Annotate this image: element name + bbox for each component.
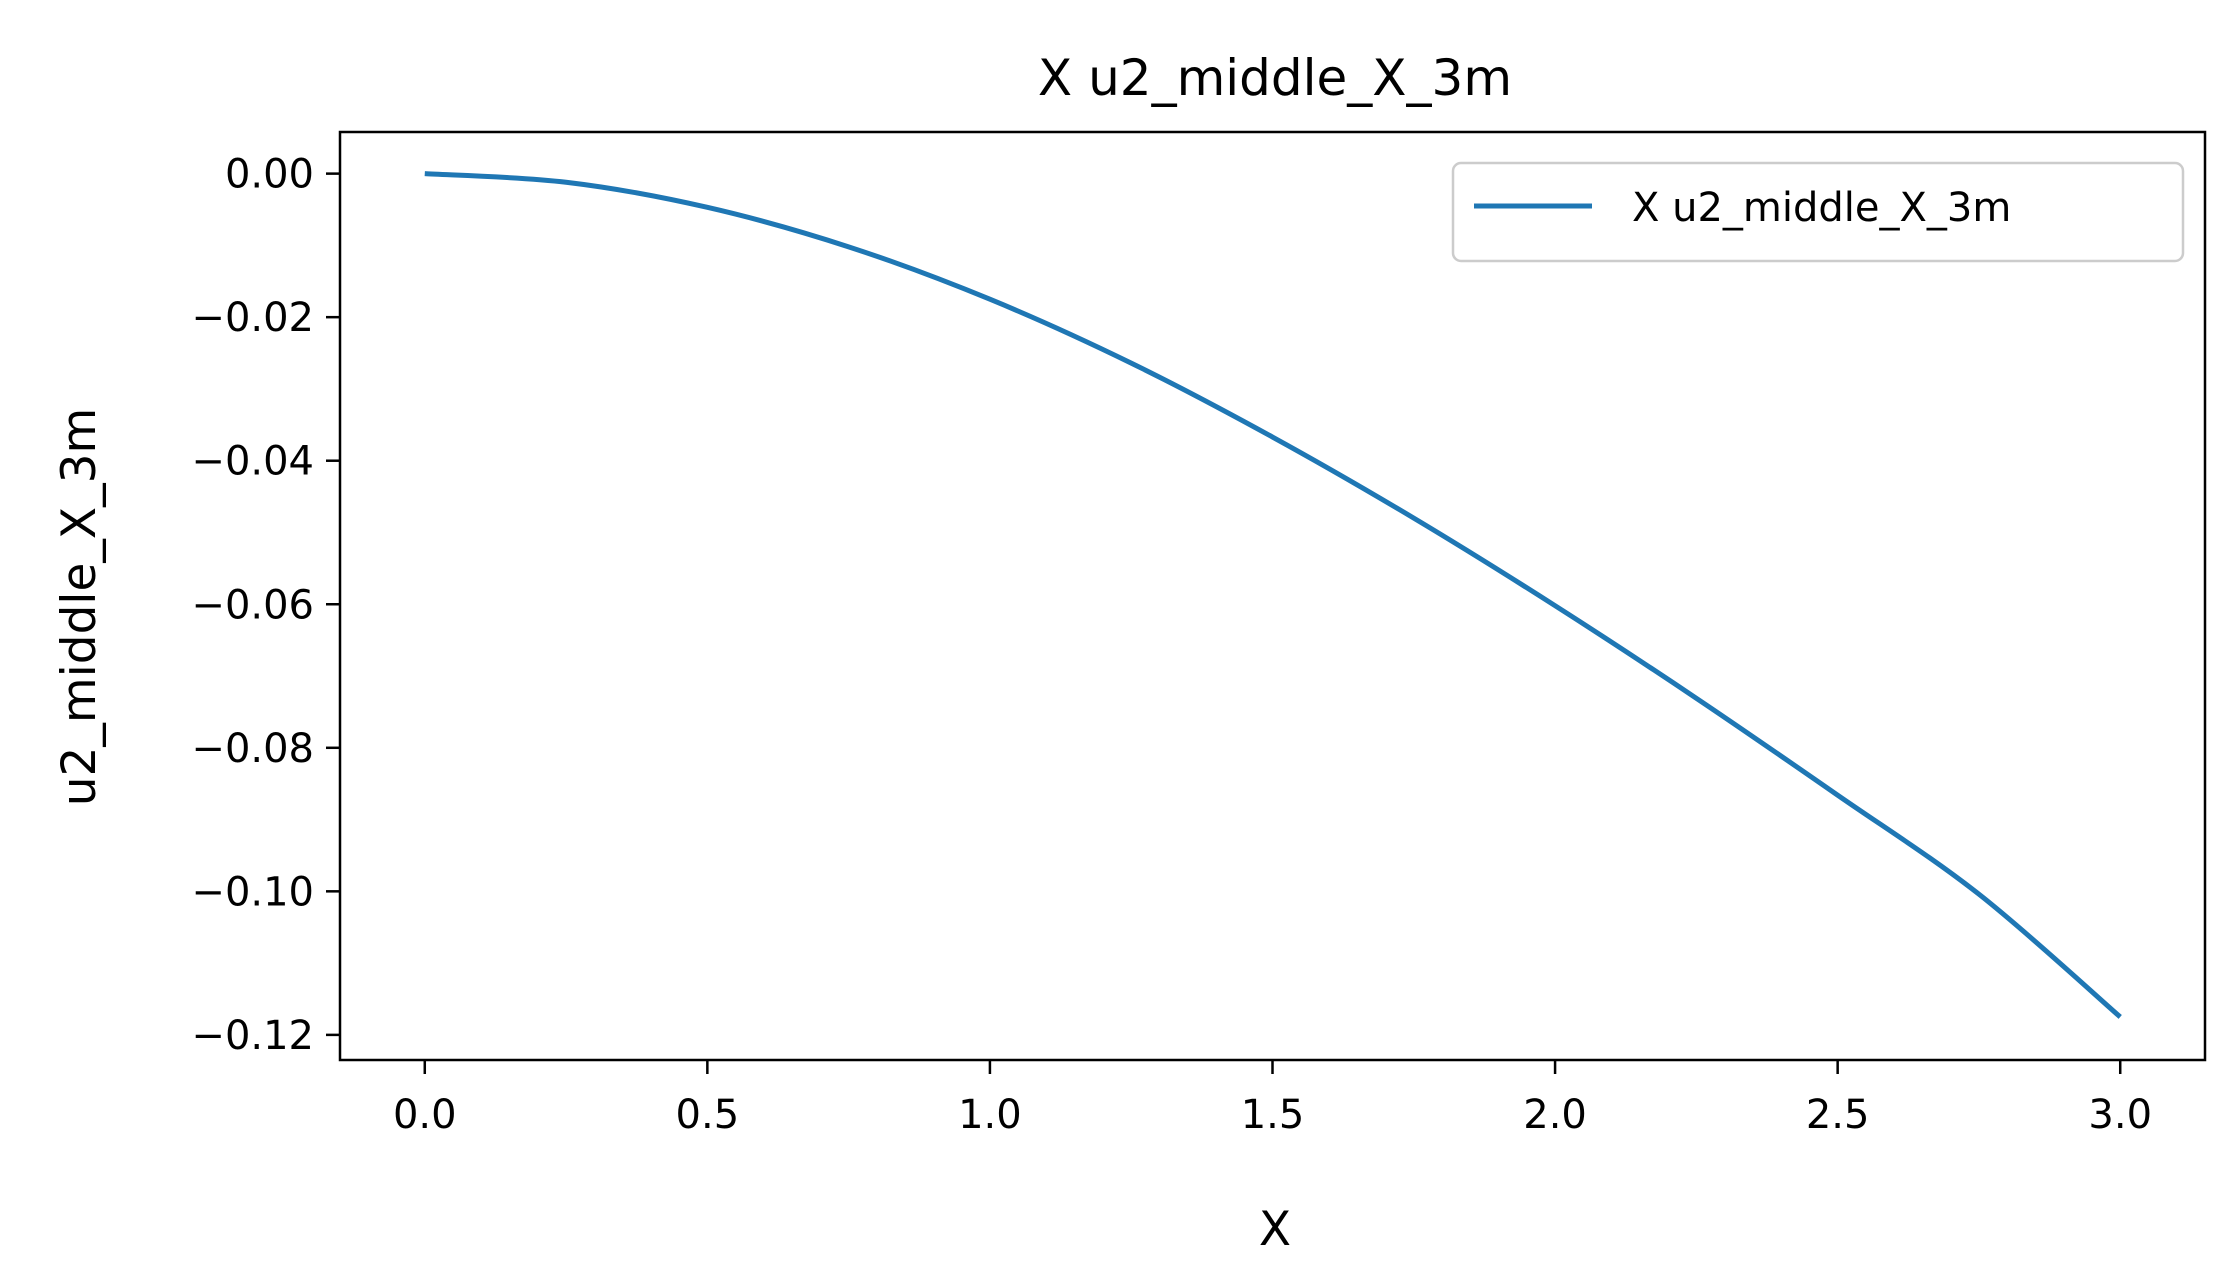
y-tick-label: 0.00 (225, 152, 314, 198)
y-tick-label: −0.08 (191, 726, 314, 772)
y-axis-label: u2_middle_X_3m (52, 408, 107, 807)
x-tick-label: 2.0 (1523, 1092, 1587, 1138)
legend: X u2_middle_X_3m (1451, 161, 2185, 263)
x-tick-label: 1.5 (1241, 1092, 1305, 1138)
x-tick-label: 1.0 (958, 1092, 1022, 1138)
chart-title: X u2_middle_X_3m (1038, 49, 1512, 107)
legend-box (1451, 161, 2185, 263)
x-tick-label: 2.5 (1806, 1092, 1870, 1138)
y-axis-ticks: 0.00 −0.02 −0.04 −0.06 −0.08 −0.10 −0.12 (191, 152, 340, 1059)
x-tick-label: 3.0 (2088, 1092, 2152, 1138)
y-tick-label: −0.10 (191, 869, 314, 915)
series-line (424, 171, 2122, 1019)
x-axis-label: X (1259, 1202, 1291, 1257)
y-tick-label: −0.04 (191, 439, 314, 485)
legend-label: X u2_middle_X_3m (1632, 185, 2011, 231)
y-tick-label: −0.06 (191, 582, 314, 628)
x-axis-ticks: 0.0 0.5 1.0 1.5 2.0 2.5 3.0 (393, 1060, 2152, 1138)
y-tick-label: −0.02 (191, 295, 314, 341)
y-tick-label: −0.12 (191, 1013, 314, 1059)
x-tick-label: 0.0 (393, 1092, 457, 1138)
plot-area (424, 171, 2122, 1019)
x-tick-label: 0.5 (676, 1092, 740, 1138)
